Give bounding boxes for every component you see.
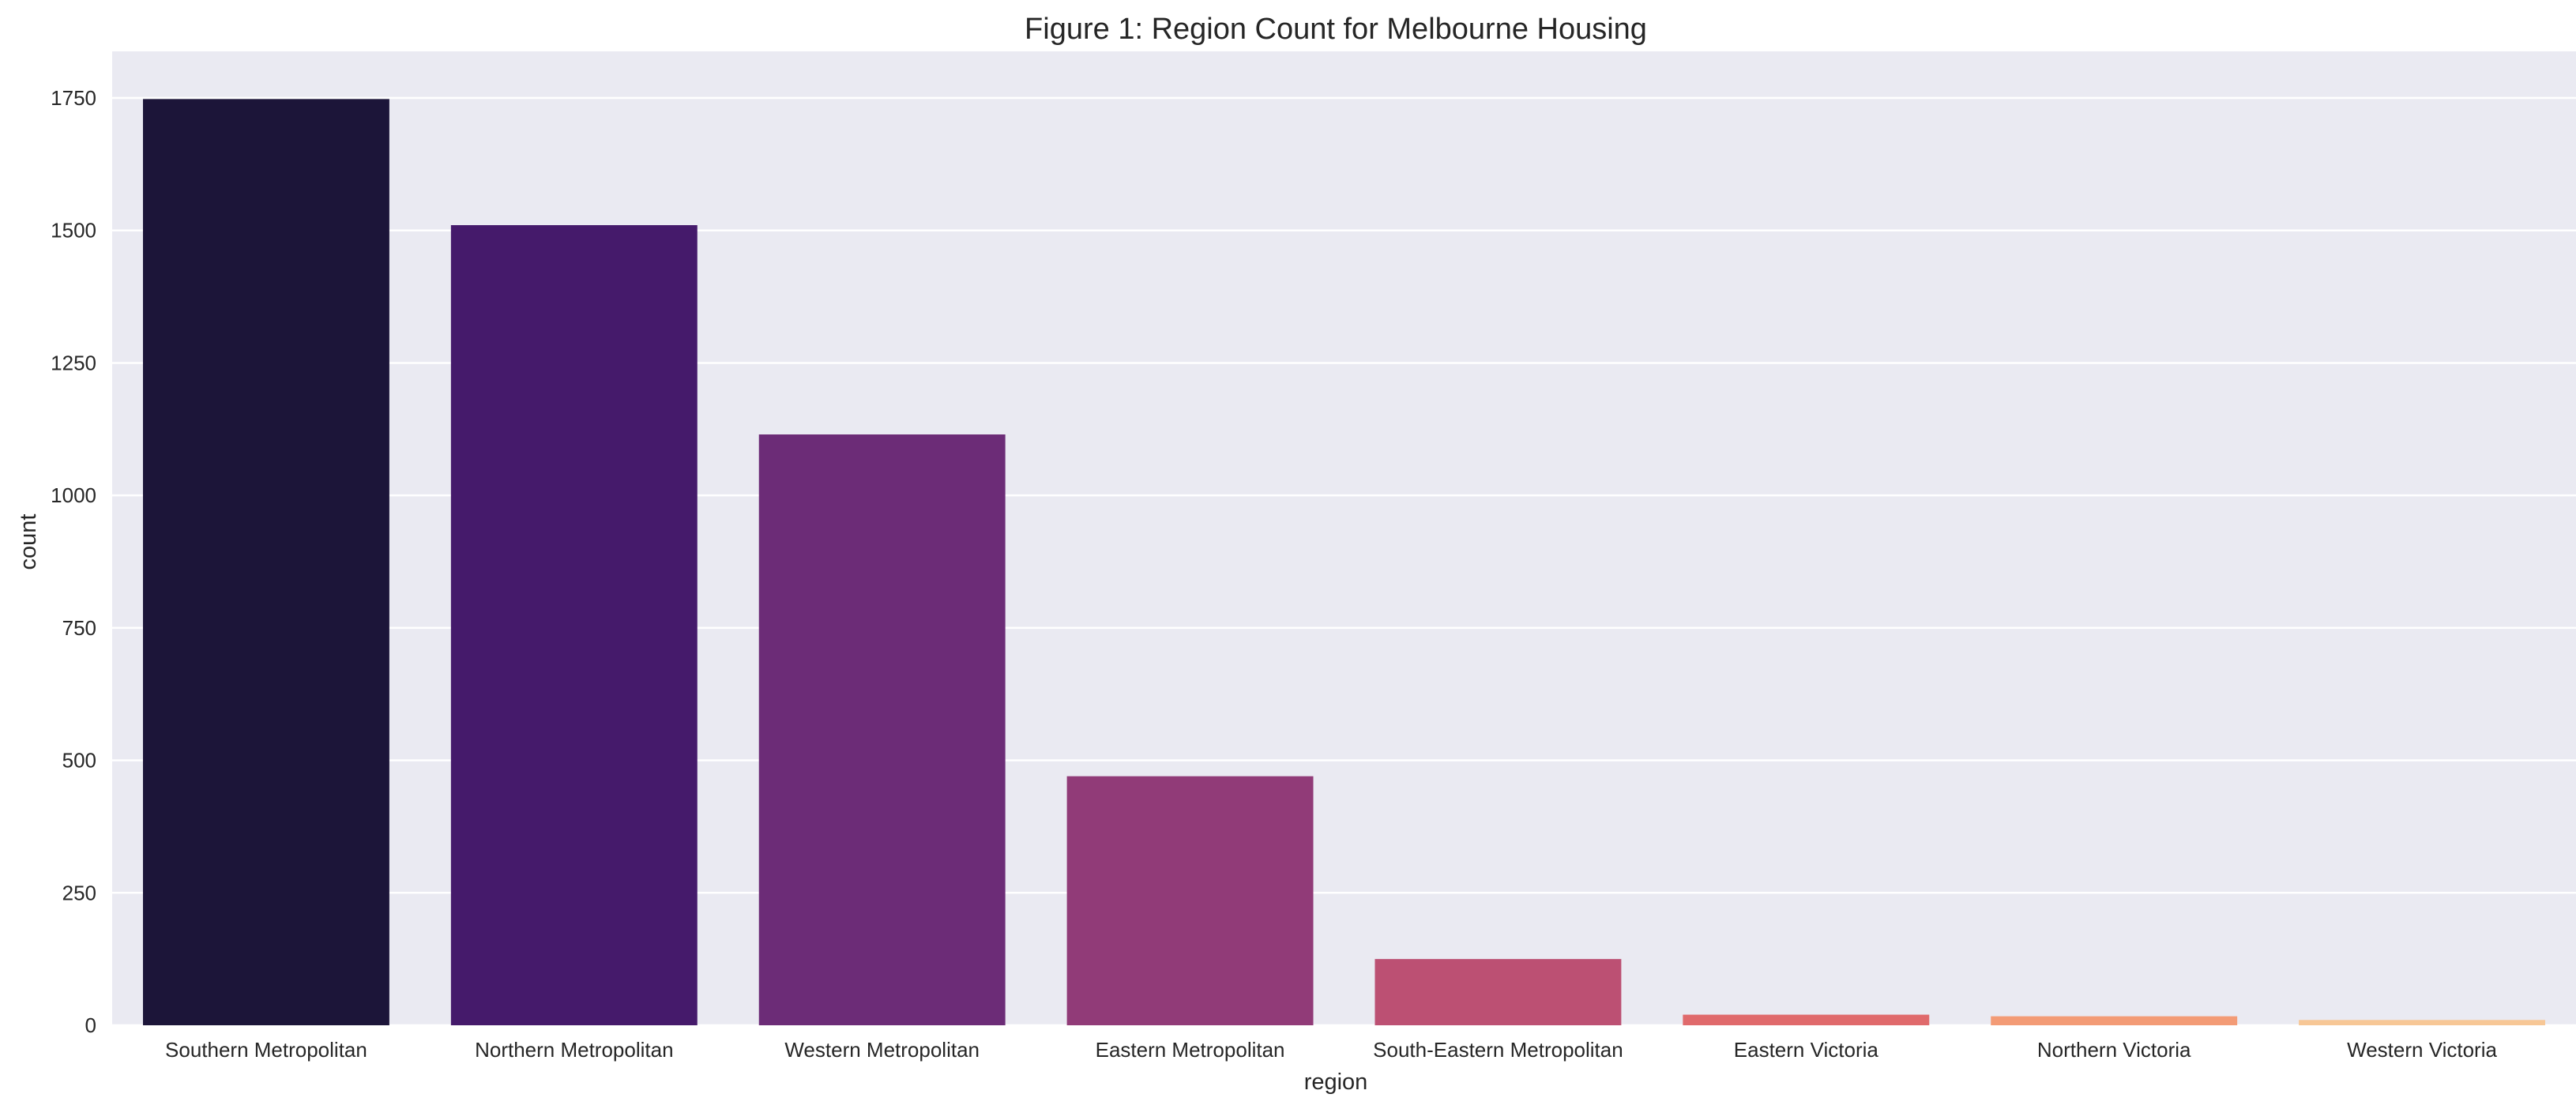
- y-tick-labels: 0 250 500 750 1000 1250 1500 1750: [51, 86, 96, 1037]
- x-tick-label: Northern Victoria: [2037, 1038, 2191, 1062]
- chart-title: Figure 1: Region Count for Melbourne Hou…: [1025, 13, 1647, 46]
- x-tick-label: Northern Metropolitan: [475, 1038, 673, 1062]
- y-tick-label: 1000: [51, 483, 96, 507]
- bar: [2299, 1020, 2546, 1025]
- x-tick-labels: Southern Metropolitan Northern Metropolit…: [165, 1038, 2497, 1062]
- bar: [1066, 776, 1314, 1025]
- y-tick-label: 0: [85, 1013, 96, 1037]
- y-tick-label: 750: [62, 616, 96, 640]
- y-tick-label: 1250: [51, 351, 96, 374]
- y-axis-label: count: [16, 514, 41, 570]
- bars: [142, 99, 2546, 1026]
- y-tick-label: 250: [62, 881, 96, 904]
- x-tick-label: Western Metropolitan: [784, 1038, 980, 1062]
- x-axis-label: region: [1304, 1070, 1368, 1095]
- bar: [758, 434, 1006, 1025]
- x-tick-label: Western Victoria: [2347, 1038, 2497, 1062]
- bar: [1374, 959, 1622, 1025]
- x-tick-label: South-Eastern Metropolitan: [1373, 1038, 1623, 1062]
- x-tick-label: Southern Metropolitan: [165, 1038, 367, 1062]
- bar: [1991, 1016, 2238, 1025]
- x-tick-label: Eastern Metropolitan: [1096, 1038, 1285, 1062]
- y-tick-label: 500: [62, 749, 96, 773]
- bar: [450, 225, 698, 1026]
- bar: [142, 99, 389, 1026]
- y-tick-label: 1750: [51, 86, 96, 110]
- x-tick-label: Eastern Victoria: [1734, 1038, 1879, 1062]
- y-tick-label: 1500: [51, 219, 96, 242]
- bar: [1683, 1014, 1930, 1025]
